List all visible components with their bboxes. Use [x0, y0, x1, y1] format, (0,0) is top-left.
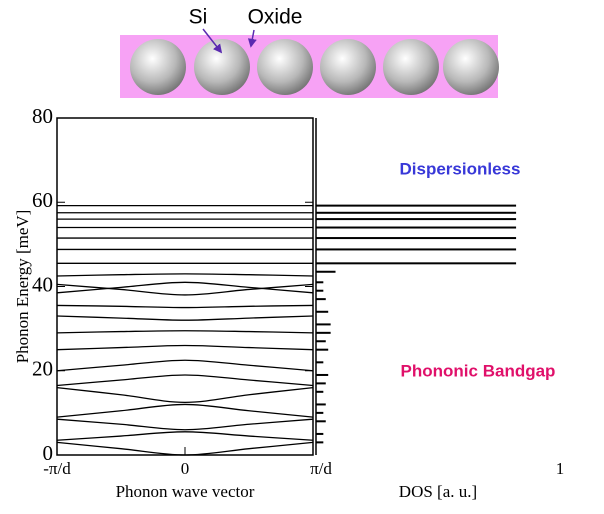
- x-axis-label: Phonon wave vector: [116, 482, 255, 501]
- band: [56, 281, 314, 294]
- dos-bar: [316, 441, 324, 444]
- arrow: [247, 29, 257, 48]
- x-tick-label: -π/d: [43, 459, 71, 478]
- label: Oxide: [248, 6, 303, 29]
- dos-bar: [316, 432, 324, 435]
- band: [56, 330, 314, 334]
- band: [56, 431, 314, 441]
- dos-bar: [316, 270, 336, 273]
- dos-bar: [316, 310, 329, 313]
- band: [56, 386, 314, 403]
- y-tick-label: 20: [32, 357, 53, 381]
- dos-bar: [316, 298, 326, 301]
- dos-bar: [316, 289, 324, 292]
- band: [56, 403, 314, 418]
- dos-bar: [316, 331, 331, 334]
- band: [56, 418, 314, 431]
- annotation: Dispersionless: [400, 159, 521, 178]
- y-tick-label: 40: [32, 272, 53, 296]
- x-tick-label: π/d: [310, 459, 332, 478]
- annotation: Phononic Bandgap: [401, 361, 556, 380]
- y-axis-label: Phonon Energy [meV]: [13, 210, 32, 364]
- band: [56, 283, 314, 296]
- dos-bar: [316, 411, 324, 414]
- dos-bar: [316, 382, 326, 385]
- band: [56, 273, 314, 277]
- dos-bar: [316, 361, 324, 364]
- si-spheres: [130, 39, 499, 95]
- band: [56, 359, 314, 372]
- dos-bar: [316, 348, 329, 351]
- y-tick-label: 60: [32, 188, 53, 212]
- dos-bar: [316, 373, 329, 376]
- label: Si: [189, 6, 208, 29]
- band: [56, 315, 314, 321]
- band: [56, 374, 314, 387]
- dos-bar: [316, 211, 517, 214]
- x-axis-label: DOS [a. u.]: [399, 482, 477, 501]
- dos-bar: [316, 237, 517, 240]
- dos-bar: [316, 262, 517, 265]
- dos-bar: [316, 281, 324, 284]
- dos-bar: [316, 340, 326, 343]
- x-tick-label: 0: [181, 459, 190, 478]
- dos-bar: [316, 420, 326, 423]
- dos-bar: [316, 204, 517, 207]
- y-tick-label: 80: [32, 104, 53, 128]
- y-tick-label: 0: [43, 441, 54, 465]
- dos-bar: [316, 226, 517, 229]
- dos-bar: [316, 323, 331, 326]
- band: [56, 344, 314, 351]
- dos-bar: [316, 218, 517, 221]
- dos-bar: [316, 248, 517, 251]
- band: [56, 441, 314, 456]
- dos-bar: [316, 390, 324, 393]
- dos-bar: [316, 403, 326, 406]
- x-tick-label: 1: [556, 459, 565, 478]
- band: [56, 304, 314, 309]
- arrow: [202, 28, 223, 54]
- schematic: Si Oxide: [120, 6, 499, 98]
